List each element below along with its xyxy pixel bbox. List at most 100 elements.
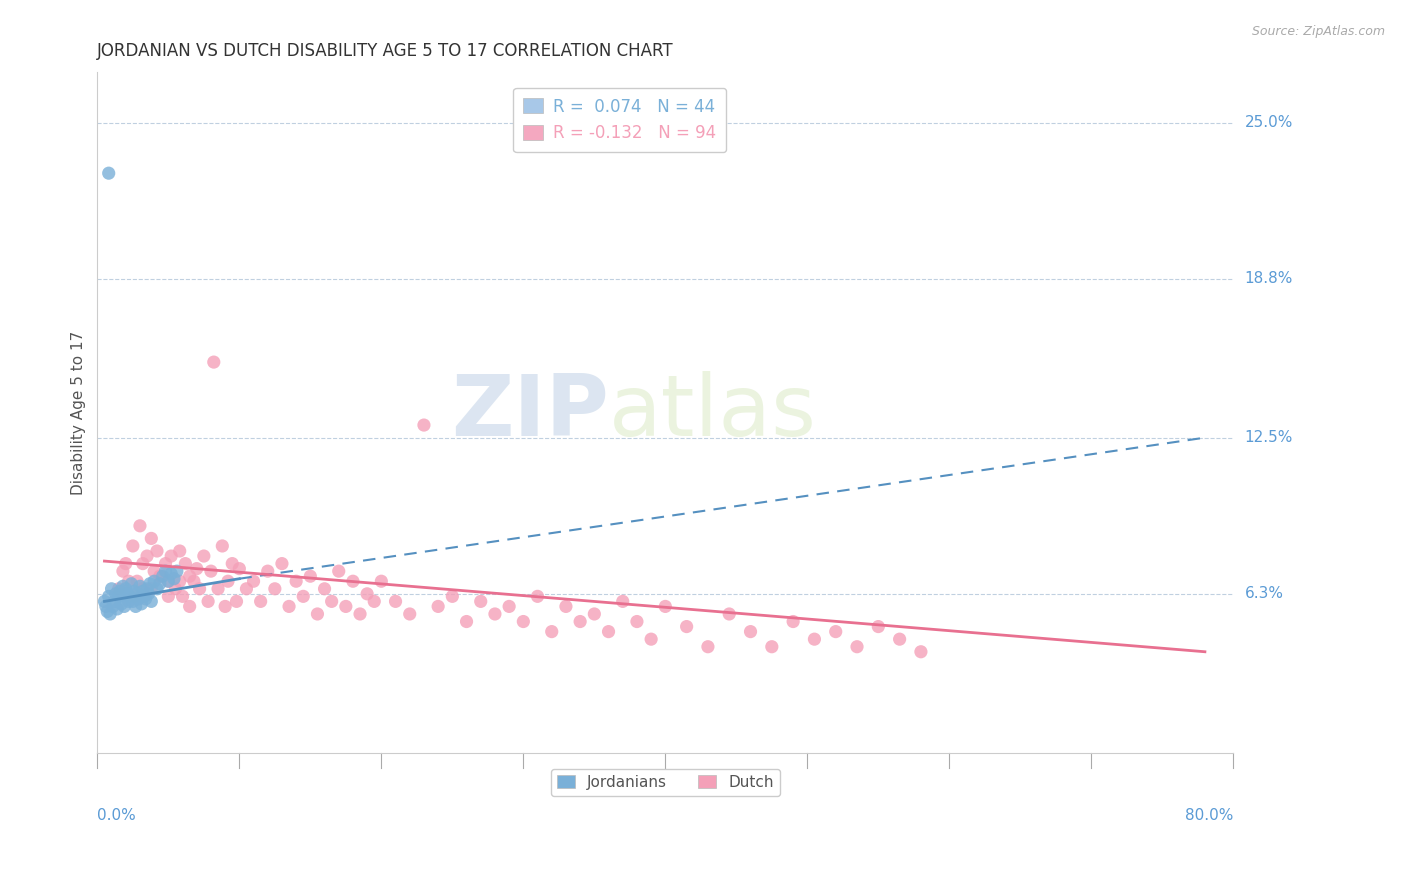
- Text: JORDANIAN VS DUTCH DISABILITY AGE 5 TO 17 CORRELATION CHART: JORDANIAN VS DUTCH DISABILITY AGE 5 TO 1…: [97, 42, 673, 60]
- Point: [110, 597, 132, 611]
- Point: [370, 574, 392, 589]
- Point: [127, 574, 149, 589]
- Point: [165, 582, 187, 596]
- Point: [328, 564, 350, 578]
- Point: [349, 607, 371, 621]
- Point: [427, 599, 450, 614]
- Point: [263, 582, 285, 596]
- Point: [188, 582, 211, 596]
- Point: [868, 619, 890, 633]
- Point: [107, 582, 129, 596]
- Point: [186, 561, 208, 575]
- Point: [105, 602, 128, 616]
- Point: [512, 615, 534, 629]
- Point: [526, 590, 548, 604]
- Point: [107, 590, 129, 604]
- Point: [139, 576, 162, 591]
- Point: [207, 582, 229, 596]
- Point: [108, 584, 131, 599]
- Point: [157, 574, 180, 589]
- Point: [211, 539, 233, 553]
- Point: [183, 574, 205, 589]
- Point: [127, 587, 149, 601]
- Point: [112, 599, 135, 614]
- Point: [249, 594, 271, 608]
- Point: [135, 591, 157, 606]
- Point: [129, 579, 152, 593]
- Point: [143, 574, 166, 589]
- Point: [217, 574, 239, 589]
- Point: [115, 587, 138, 601]
- Point: [131, 597, 153, 611]
- Point: [160, 566, 183, 581]
- Text: 6.3%: 6.3%: [1244, 586, 1284, 601]
- Point: [97, 166, 120, 180]
- Point: [141, 594, 163, 608]
- Point: [569, 615, 592, 629]
- Point: [169, 574, 191, 589]
- Point: [100, 582, 122, 596]
- Point: [889, 632, 911, 647]
- Point: [179, 599, 201, 614]
- Point: [598, 624, 620, 639]
- Point: [583, 607, 606, 621]
- Point: [342, 574, 364, 589]
- Point: [640, 632, 662, 647]
- Point: [384, 594, 406, 608]
- Point: [398, 607, 420, 621]
- Point: [307, 607, 329, 621]
- Point: [235, 582, 257, 596]
- Point: [160, 549, 183, 563]
- Point: [143, 564, 166, 578]
- Point: [149, 569, 172, 583]
- Point: [271, 557, 294, 571]
- Point: [363, 594, 385, 608]
- Point: [150, 569, 173, 583]
- Point: [117, 574, 139, 589]
- Point: [228, 561, 250, 575]
- Point: [163, 572, 186, 586]
- Point: [540, 624, 562, 639]
- Text: ZIP: ZIP: [451, 371, 609, 454]
- Point: [125, 599, 148, 614]
- Point: [740, 624, 762, 639]
- Point: [193, 549, 215, 563]
- Point: [138, 587, 160, 601]
- Point: [103, 594, 125, 608]
- Point: [132, 584, 155, 599]
- Point: [498, 599, 520, 614]
- Point: [94, 599, 117, 614]
- Point: [134, 590, 156, 604]
- Point: [121, 594, 143, 608]
- Point: [120, 576, 142, 591]
- Point: [111, 579, 134, 593]
- Point: [132, 557, 155, 571]
- Point: [675, 619, 697, 633]
- Y-axis label: Disability Age 5 to 17: Disability Age 5 to 17: [72, 330, 86, 494]
- Point: [146, 544, 169, 558]
- Point: [96, 604, 118, 618]
- Text: 0.0%: 0.0%: [97, 808, 136, 823]
- Point: [136, 582, 159, 596]
- Point: [456, 615, 478, 629]
- Point: [761, 640, 783, 654]
- Point: [114, 582, 136, 596]
- Text: 18.8%: 18.8%: [1244, 271, 1294, 286]
- Point: [202, 355, 225, 369]
- Point: [718, 607, 741, 621]
- Point: [470, 594, 492, 608]
- Point: [278, 599, 301, 614]
- Text: 12.5%: 12.5%: [1244, 430, 1294, 445]
- Point: [413, 418, 436, 433]
- Point: [200, 564, 222, 578]
- Point: [114, 557, 136, 571]
- Point: [157, 574, 180, 589]
- Point: [654, 599, 676, 614]
- Point: [128, 591, 150, 606]
- Point: [242, 574, 264, 589]
- Point: [441, 590, 464, 604]
- Point: [122, 584, 145, 599]
- Text: atlas: atlas: [609, 371, 817, 454]
- Point: [782, 615, 804, 629]
- Point: [225, 594, 247, 608]
